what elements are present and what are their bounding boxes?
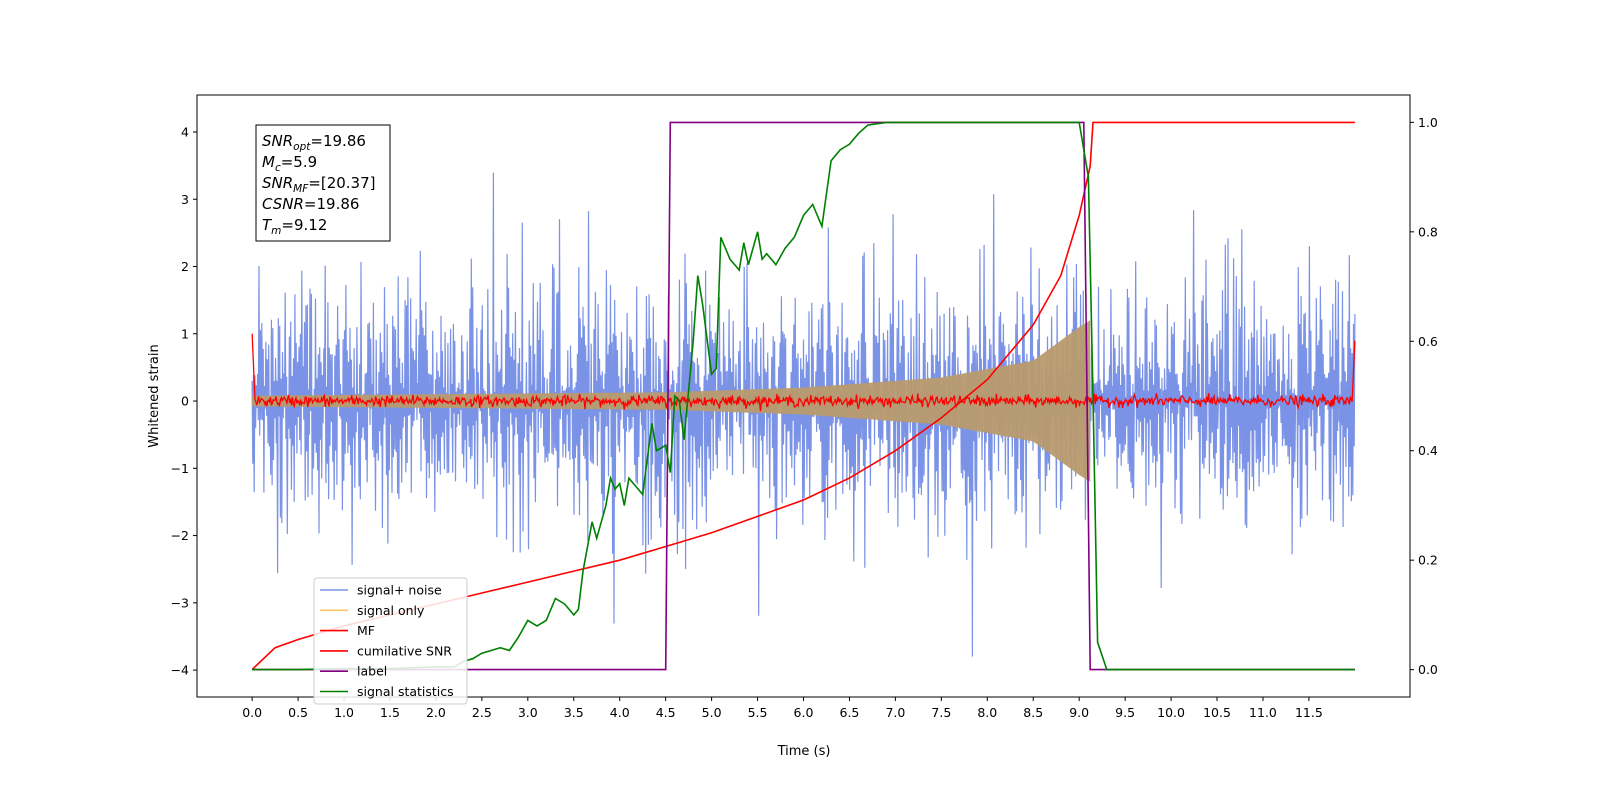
annotation-value: =9.12 — [281, 216, 327, 234]
annotation-subscript: MF — [293, 183, 309, 195]
x-tick-label: 0.0 — [242, 705, 262, 720]
annotation-symbol: T — [262, 216, 273, 234]
legend-entry: signal only — [357, 603, 425, 618]
y2-tick-label: 1.0 — [1418, 115, 1438, 130]
x-tick-label: 4.0 — [610, 705, 630, 720]
legend-entry: label — [357, 664, 387, 679]
annotation-line: Mc=5.9 — [262, 153, 317, 174]
series-mf — [251, 333, 1356, 412]
y2-tick-label: 0.6 — [1418, 334, 1438, 349]
annotation-line: Tm=9.12 — [262, 216, 327, 237]
y-tick-label: 4 — [181, 124, 189, 139]
x-tick-label: 8.0 — [977, 705, 997, 720]
tick-marks: 0.0 0.5 1.0 1.5 2.0 2.5 3.0 3.5 4.0 4.5 5.0 5.5 6.0 6… — [171, 115, 1438, 720]
y-tick-label: −3 — [171, 595, 189, 610]
signal-noise-line — [251, 172, 1356, 657]
y-tick-label: 2 — [181, 259, 189, 274]
annotation-symbol: SNR — [262, 132, 293, 150]
legend-entry: signal statistics — [357, 684, 454, 699]
x-tick-label: 5.0 — [702, 705, 722, 720]
annotation-symbol: M — [262, 153, 275, 171]
x-tick-label: 4.5 — [656, 705, 676, 720]
y2-tick-label: 0.8 — [1418, 224, 1438, 239]
y-tick-label: −4 — [171, 663, 189, 678]
y2-tick-label: 0.4 — [1418, 443, 1438, 458]
x-tick-label: 9.0 — [1069, 705, 1089, 720]
x-axis-label: Time (s) — [777, 744, 831, 759]
annotation-subscript: m — [271, 225, 281, 237]
legend: signal+ noise signal only MF cumilative SNR… — [313, 577, 468, 705]
x-tick-label: 10.0 — [1157, 705, 1185, 720]
annotation-subscript: opt — [293, 141, 311, 153]
y-tick-label: 0 — [181, 394, 189, 409]
legend-entry: cumilative SNR — [357, 643, 452, 658]
annotation-frame — [255, 124, 391, 242]
series-signal-noise — [251, 172, 1356, 657]
x-tick-label: 7.5 — [931, 705, 951, 720]
x-tick-label: 1.5 — [380, 705, 400, 720]
annotation-value: =19.86 — [304, 195, 360, 213]
y2-tick-label: 0.2 — [1418, 553, 1438, 568]
x-tick-label: 2.0 — [426, 705, 446, 720]
annotation-symbol: SNR — [262, 174, 293, 192]
x-tick-label: 0.5 — [288, 705, 308, 720]
x-tick-label: 3.0 — [518, 705, 538, 720]
annotation-symbol: CSNR — [262, 195, 304, 213]
y-tick-label: 3 — [181, 192, 189, 207]
annotation-value: =5.9 — [281, 153, 317, 171]
annotation-value: =19.86 — [310, 132, 366, 150]
y-axis-label: Whitened strain — [147, 344, 162, 447]
legend-frame — [313, 577, 468, 705]
x-tick-label: 2.5 — [472, 705, 492, 720]
y-tick-label: −1 — [171, 461, 189, 476]
series-signal-statistics — [252, 121, 1355, 671]
x-tick-label: 3.5 — [564, 705, 584, 720]
annotation-line: CSNR=19.86 — [262, 195, 359, 213]
x-tick-label: 7.0 — [885, 705, 905, 720]
y-tick-label: −2 — [171, 528, 189, 543]
x-tick-label: 6.0 — [794, 705, 814, 720]
annotation-subscript: c — [275, 162, 281, 174]
annotation-line: SNRMF=[20.37] — [262, 174, 376, 195]
legend-entry: MF — [357, 623, 375, 638]
annotation-value: =[20.37] — [308, 174, 375, 192]
x-tick-label: 6.5 — [840, 705, 860, 720]
x-tick-label: 8.5 — [1023, 705, 1043, 720]
x-tick-label: 10.5 — [1203, 705, 1231, 720]
legend-entry: signal+ noise — [357, 583, 442, 598]
annotation-line: SNRopt=19.86 — [262, 132, 366, 153]
y-tick-label: 1 — [181, 326, 189, 341]
x-tick-label: 9.5 — [1115, 705, 1135, 720]
x-tick-label: 11.0 — [1249, 705, 1277, 720]
x-tick-label: 5.5 — [748, 705, 768, 720]
y2-tick-label: 0.0 — [1418, 662, 1438, 677]
snr-annotation: SNRopt=19.86Mc=5.9SNRMF=[20.37]CSNR=19.8… — [255, 124, 391, 242]
x-tick-label: 11.5 — [1295, 705, 1323, 720]
x-tick-label: 1.0 — [334, 705, 354, 720]
mf-line — [251, 333, 1356, 412]
